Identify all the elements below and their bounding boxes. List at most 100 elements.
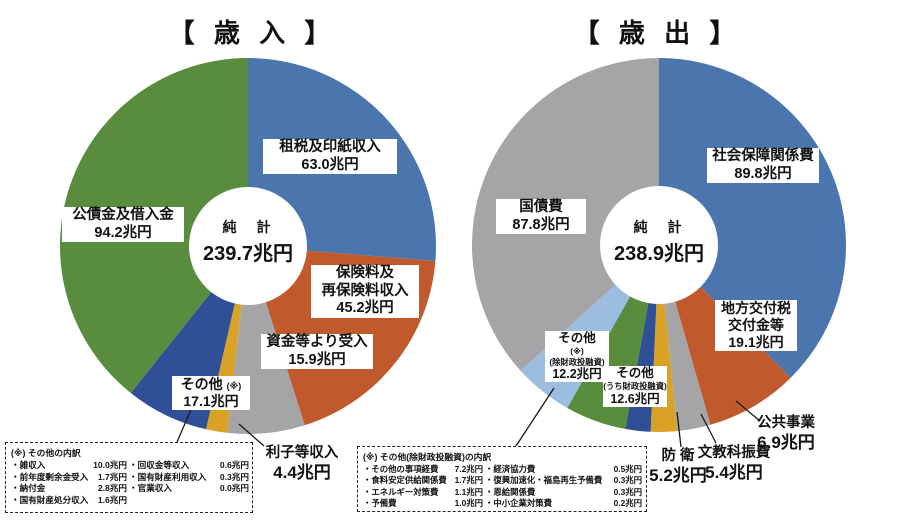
label-others-incl-filp: その他 (うち財政投融資) 12.6兆円	[603, 366, 667, 407]
footnote-item-name: ・食料安定供給関係費	[363, 475, 447, 486]
segment-name: 利子等収入	[265, 445, 339, 461]
label-education-science: 文教科振費 5.4兆円	[695, 445, 773, 483]
footnote-item-name: ・エネルギー対策費	[363, 486, 439, 497]
segment-value: 12.2兆円	[552, 366, 602, 381]
label-others-excl-filp: その他 (※) (除財政投融資) 12.2兆円	[545, 331, 609, 383]
footnote-title: (※) その他(除財政投融資)の内訳	[363, 452, 492, 462]
segment-value: 5.4兆円	[705, 462, 763, 482]
label-insurance-premiums: 保険料及 再保険料収入 45.2兆円	[311, 265, 419, 319]
segment-subnote: (うち財政投融資)	[603, 381, 667, 392]
segment-name: 国債費	[519, 199, 563, 215]
segment-value: 89.8兆円	[734, 165, 792, 182]
leader-public-works	[735, 400, 761, 422]
segment-name: 公共事業	[757, 415, 815, 431]
footnote-item-name: ・国有財産処分収入	[11, 494, 89, 505]
footnote-item-value: 1.7兆円	[97, 471, 127, 482]
footnote-item-value: 2.8兆円	[97, 483, 127, 494]
footnote-item-name: ・官業収入	[129, 483, 172, 494]
segment-value: 6.9兆円	[757, 432, 815, 452]
expenditure-chart-title: 【 歳 出 】	[573, 18, 742, 48]
reference-mark: (※)	[570, 346, 584, 357]
segment-name: 資金等より受入	[266, 334, 368, 350]
segment-name: 防 衛	[661, 448, 695, 464]
footnote-item-value: 0.0兆円	[219, 483, 249, 494]
expenditure-footnote-box: (※) その他(除財政投融資)の内訳 ・その他の事項経費 7.2兆円 ・経済協力…	[357, 446, 647, 512]
segment-value: 5.2兆円	[649, 465, 707, 485]
segment-name: その他	[616, 366, 654, 380]
leader-others-excl-to-footnote	[515, 387, 555, 447]
label-defense: 防 衛 5.2兆円	[646, 448, 710, 486]
footnote-item-value: 0.3兆円	[219, 471, 249, 482]
revenue-center-total: 純 計 239.7兆円	[185, 217, 311, 266]
footnote-item-value: 1.7兆円	[454, 475, 483, 486]
segment-name: 公債金及借入金	[72, 207, 174, 223]
footnote-item-value: 0.2兆円	[613, 498, 642, 509]
footnote-item-value: 1.6兆円	[97, 494, 127, 505]
leader-interest	[238, 423, 265, 447]
pie-slice-social-security	[659, 58, 847, 378]
label-others-revenue: その他 (※) 17.1兆円	[172, 376, 250, 411]
segment-value: 15.9兆円	[288, 351, 346, 368]
segment-name: その他 (※)	[180, 376, 242, 392]
segment-name: 保険料及	[336, 265, 394, 281]
label-public-works: 公共事業 6.9兆円	[750, 415, 822, 453]
center-total: 238.9兆円	[613, 243, 705, 265]
reference-mark: (※)	[226, 381, 242, 391]
segment-name: その他	[558, 331, 596, 345]
footnote-item-name: ・予備費	[363, 498, 397, 509]
label-social-security: 社会保障関係費 89.8兆円	[707, 148, 819, 184]
label-interest-receipts: 利子等収入 4.4兆円	[258, 445, 346, 483]
leader-education	[700, 413, 717, 444]
segment-name: 交付金等	[728, 317, 784, 334]
footnote-item-name: ・中小企業対策費	[485, 498, 552, 509]
segment-value: 63.0兆円	[301, 156, 359, 173]
footnote-item-name: ・回収金等収入	[129, 460, 190, 470]
leader-others-to-footnote	[176, 404, 194, 443]
label-tax-and-stamp-revenues: 租税及印紙収入 63.0兆円	[263, 139, 397, 175]
footnote-item-value: 1.1兆円	[454, 486, 483, 497]
label-government-bonds: 公債金及借入金 94.2兆円	[62, 207, 184, 243]
segment-value: 87.8兆円	[512, 216, 570, 233]
segment-value: 45.2兆円	[336, 300, 394, 317]
footnote-item-name: ・納付金	[11, 483, 46, 494]
footnote-item-name: ・復興加速化・福島再生予備費	[485, 475, 603, 486]
footnote-items: ・その他の事項経費 7.2兆円 ・経済協力費 0.5兆円 ・食料安定供給関係費 …	[363, 464, 642, 509]
segment-name: 社会保障関係費	[712, 148, 814, 164]
footnote-item-value: 7.2兆円	[454, 464, 483, 474]
footnote-item-value: 1.0兆円	[454, 498, 483, 509]
segment-value: 19.1兆円	[728, 334, 784, 351]
segment-name: 再保険料収入	[321, 282, 409, 299]
footnote-item-name: ・その他の事項経費	[363, 464, 439, 474]
footnote-item-value: 0.3兆円	[613, 475, 642, 486]
segment-value: 4.4兆円	[273, 462, 331, 482]
footnote-item-value: 0.5兆円	[613, 464, 642, 474]
segment-name: 文教科振費	[697, 445, 771, 461]
footnote-item-name: ・雑収入	[11, 460, 46, 470]
center-label: 純 計	[633, 219, 685, 235]
revenue-footnote-box: (※) その他の内訳 ・雑収入 10.0兆円 ・回収金等収入 0.6兆円 ・前年…	[5, 442, 253, 513]
center-label: 純 計	[222, 219, 274, 235]
footnote-item-value: 0.6兆円	[219, 460, 249, 470]
label-receipts-from-funds: 資金等より受入 15.9兆円	[261, 334, 373, 370]
segment-value: 17.1兆円	[183, 393, 239, 410]
leader-lines	[176, 387, 761, 448]
footnote-item-name: ・恩給関係費	[485, 486, 536, 497]
expenditure-pie	[471, 57, 847, 432]
segment-name: 地方交付税	[721, 300, 791, 316]
donut-hole	[189, 187, 307, 305]
segment-name: 租税及印紙収入	[279, 139, 381, 155]
leader-defense	[676, 411, 682, 448]
expenditure-center-total: 純 計 238.9兆円	[596, 217, 722, 266]
footnote-item-name: ・前年度剰余金受入	[11, 471, 89, 482]
footnote-item-name: ・国有財産利用収入	[129, 471, 207, 482]
revenue-chart-title: 【 歳 入 】	[168, 18, 337, 48]
label-local-allocation-tax: 地方交付税 交付金等 19.1兆円	[715, 300, 797, 352]
donut-hole	[600, 186, 718, 304]
segment-subnote: (除財政投融資)	[549, 356, 605, 367]
footnote-items: ・雑収入 10.0兆円 ・回収金等収入 0.6兆円 ・前年度剰余金受入 1.7兆…	[11, 460, 249, 506]
center-total: 239.7兆円	[202, 243, 294, 265]
footnote-item-value: 0.3兆円	[613, 486, 642, 497]
footnote-item-value: 10.0兆円	[93, 460, 127, 470]
segment-value: 94.2兆円	[94, 224, 152, 241]
